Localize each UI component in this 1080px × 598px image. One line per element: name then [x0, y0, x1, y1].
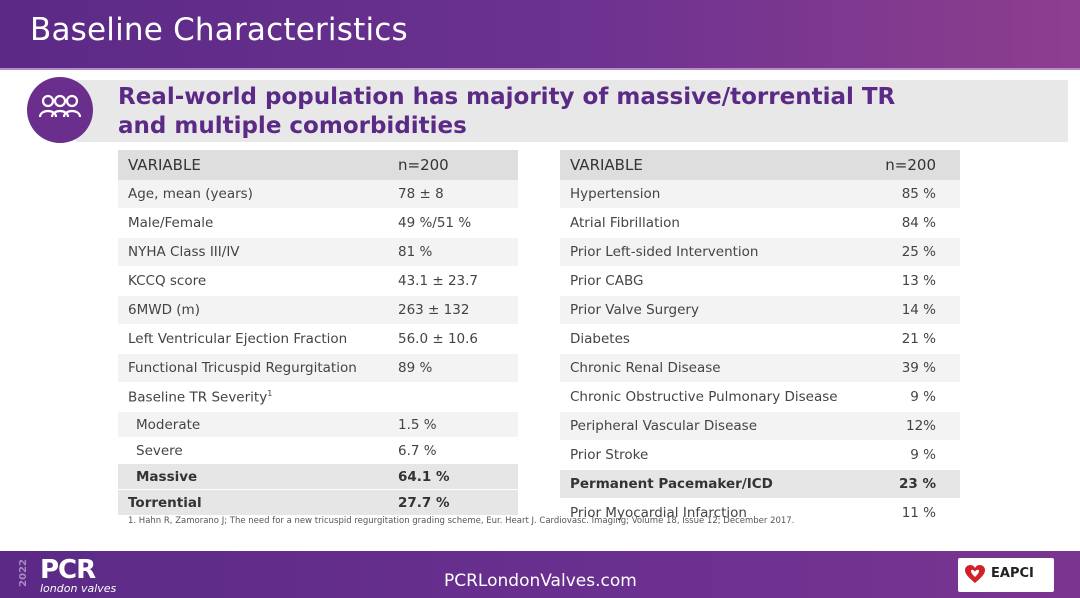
table-row: Atrial Fibrillation 84 % [560, 208, 960, 238]
eapci-logo: EAPCI [958, 558, 1054, 592]
eapci-text: EAPCI [991, 566, 1034, 581]
row-label: Hypertension [560, 180, 869, 209]
row-label: Diabetes [560, 324, 869, 354]
row-value: 12% [868, 411, 960, 441]
pcr-logo: PCR [40, 555, 96, 585]
row-label: Prior Valve Surgery [560, 295, 869, 325]
row-value: 43.1 ± 23.7 [388, 266, 518, 296]
table-row: Prior Valve Surgery 14 % [560, 295, 960, 325]
headline-line-1: Real-world population has majority of ma… [118, 84, 896, 110]
column-header-n: n=200 [388, 150, 518, 180]
row-value: 14 % [868, 295, 960, 325]
row-value: 6.7 % [388, 437, 518, 464]
table-header-row: VARIABLE n=200 [560, 150, 960, 180]
row-value: 78 ± 8 [388, 180, 518, 209]
row-label: Prior Myocardial Infarction [560, 498, 869, 528]
row-label: Atrial Fibrillation [560, 208, 869, 238]
title-bar: Baseline Characteristics [0, 0, 1080, 70]
row-value: 21 % [868, 324, 960, 354]
table-row: Age, mean (years) 78 ± 8 [118, 180, 518, 209]
heart-icon [965, 565, 985, 583]
table-row: Baseline TR Severity1 [118, 382, 518, 412]
row-value: 85 % [868, 180, 960, 209]
table-row: Functional Tricuspid Regurgitation 89 % [118, 353, 518, 383]
row-value: 11 % [868, 498, 960, 528]
row-label: Functional Tricuspid Regurgitation [118, 353, 388, 383]
table-row: Prior Stroke 9 % [560, 440, 960, 470]
row-value: 263 ± 132 [388, 295, 518, 325]
row-label: 6MWD (m) [118, 295, 388, 325]
table-row: Chronic Obstructive Pulmonary Disease 9 % [560, 382, 960, 412]
slide-title: Baseline Characteristics [30, 12, 408, 48]
row-value: 27.7 % [388, 489, 518, 516]
tr-severity-label: Baseline TR Severity [128, 389, 268, 406]
headline-box [76, 80, 1068, 142]
row-label: Massive [118, 463, 388, 490]
row-label: Prior CABG [560, 266, 869, 296]
column-header-n: n=200 [868, 150, 960, 180]
table-row-highlight: Massive 64.1 % [118, 463, 518, 490]
row-label: Moderate [118, 411, 388, 438]
table-row: NYHA Class III/IV 81 % [118, 237, 518, 267]
row-value: 89 % [388, 353, 518, 383]
row-value: 9 % [868, 440, 960, 470]
headline-line-2: and multiple comorbidities [118, 113, 467, 139]
footnote-marker: 1 [267, 388, 273, 398]
row-value: 25 % [868, 237, 960, 267]
row-value: 81 % [388, 237, 518, 267]
column-header-variable: VARIABLE [118, 150, 388, 180]
table-row-highlight: Permanent Pacemaker/ICD 23 % [560, 469, 960, 499]
row-value: 56.0 ± 10.6 [388, 324, 518, 354]
table-row-highlight: Torrential 27.7 % [118, 489, 518, 516]
row-label: Age, mean (years) [118, 180, 388, 209]
people-group-icon [27, 77, 93, 143]
footer-url[interactable]: PCRLondonValves.com [444, 571, 637, 591]
row-value: 39 % [868, 353, 960, 383]
row-value: 64.1 % [388, 463, 518, 490]
table-row: KCCQ score 43.1 ± 23.7 [118, 266, 518, 296]
table-row: Moderate 1.5 % [118, 411, 518, 438]
table-header-row: VARIABLE n=200 [118, 150, 518, 180]
table-row: Prior CABG 13 % [560, 266, 960, 296]
baseline-table-right: VARIABLE n=200 Hypertension 85 % Atrial F… [560, 150, 960, 528]
column-header-variable: VARIABLE [560, 150, 869, 180]
footnote: 1. Hahn R, Zamorano J; The need for a ne… [128, 516, 795, 526]
row-label: Prior Left-sided Intervention [560, 237, 869, 267]
row-value: 49 %/51 % [388, 208, 518, 238]
row-label: Male/Female [118, 208, 388, 238]
table-row: Chronic Renal Disease 39 % [560, 353, 960, 383]
row-label: Prior Stroke [560, 440, 869, 470]
row-value: 9 % [868, 382, 960, 412]
pcr-logo-subtitle: london valves [40, 582, 117, 595]
row-label: Permanent Pacemaker/ICD [560, 469, 869, 499]
row-label: KCCQ score [118, 266, 388, 296]
row-label: Chronic Obstructive Pulmonary Disease [560, 382, 869, 412]
row-value: 23 % [868, 469, 960, 499]
baseline-table-left: VARIABLE n=200 Age, mean (years) 78 ± 8 M… [118, 150, 518, 516]
table-row: Peripheral Vascular Disease 12% [560, 411, 960, 441]
table-row: Prior Left-sided Intervention 25 % [560, 237, 960, 267]
row-value: 84 % [868, 208, 960, 238]
row-label: Peripheral Vascular Disease [560, 411, 869, 441]
table-row: 6MWD (m) 263 ± 132 [118, 295, 518, 325]
row-value [388, 382, 518, 412]
row-label: Torrential [118, 489, 388, 516]
table-row: Left Ventricular Ejection Fraction 56.0 ±… [118, 324, 518, 354]
row-label: Left Ventricular Ejection Fraction [118, 324, 388, 354]
row-label: Chronic Renal Disease [560, 353, 869, 383]
table-row: Male/Female 49 %/51 % [118, 208, 518, 238]
headline: Real-world population has majority of ma… [118, 83, 918, 141]
footer-bar: 2022 PCR london valves PCRLondonValves.c… [0, 551, 1080, 598]
title-underline [0, 68, 1080, 70]
row-value: 1.5 % [388, 411, 518, 438]
table-row: Severe 6.7 % [118, 437, 518, 464]
footer-year: 2022 [18, 559, 29, 587]
table-row: Diabetes 21 % [560, 324, 960, 354]
row-label: NYHA Class III/IV [118, 237, 388, 267]
table-row: Hypertension 85 % [560, 180, 960, 209]
row-value: 13 % [868, 266, 960, 296]
row-label: Baseline TR Severity1 [118, 382, 388, 412]
table-row: Prior Myocardial Infarction 11 % [560, 498, 960, 528]
row-label: Severe [118, 437, 388, 464]
